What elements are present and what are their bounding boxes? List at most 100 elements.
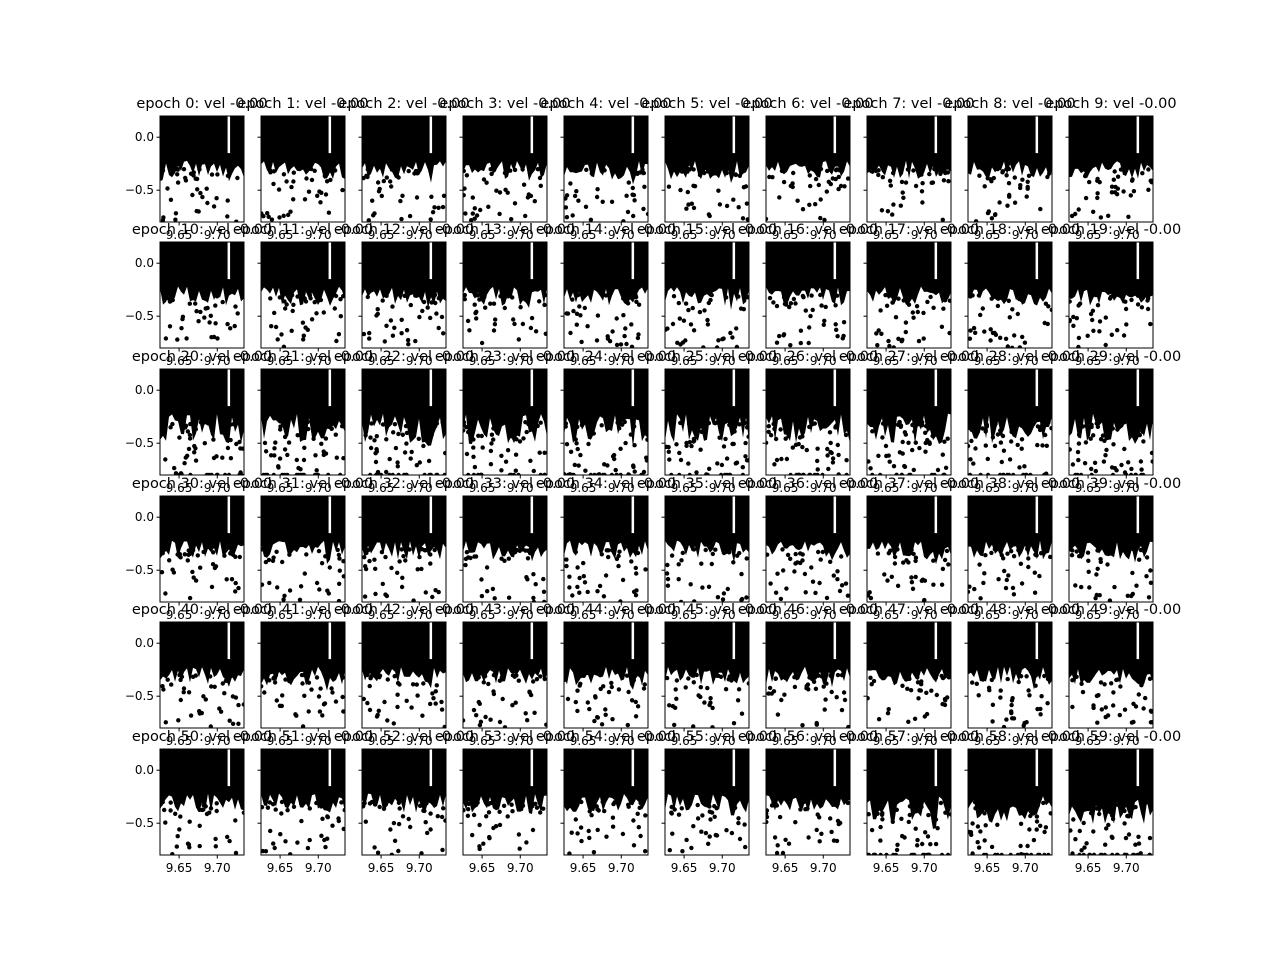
scatter-point [767, 174, 772, 180]
dense-point-band [766, 622, 850, 688]
dense-point-band [867, 242, 951, 305]
scatter-point [695, 802, 700, 808]
scatter-point [275, 585, 280, 590]
scatter-point [463, 562, 468, 568]
y-tick-label: −0.5 [125, 563, 154, 577]
scatter-point [1135, 293, 1141, 298]
scatter-point [173, 217, 178, 222]
scatter-point [234, 441, 239, 447]
axes-frame [664, 621, 750, 729]
scatter-point [706, 420, 712, 426]
scatter-point [188, 472, 193, 475]
x-tick-label: 9.70 [1012, 228, 1039, 242]
scatter-point [472, 464, 478, 470]
scatter-point [812, 421, 817, 426]
scatter-point [837, 168, 842, 173]
scatter-point [228, 456, 234, 461]
scatter-point [268, 296, 273, 301]
scatter-point [1045, 701, 1050, 706]
x-tick-label: 9.65 [267, 481, 294, 495]
scatter-point [942, 702, 948, 708]
scatter-point [876, 172, 881, 178]
scatter-point [395, 570, 400, 575]
scatter-point [595, 313, 601, 318]
scatter-point [781, 332, 787, 337]
scatter-point [691, 724, 696, 728]
scatter-points [766, 369, 850, 475]
x-tick-label: 9.65 [469, 861, 496, 875]
scatter-point [924, 424, 929, 429]
scatter-point [921, 336, 926, 341]
scatter-point [891, 345, 896, 348]
scatter-point [1001, 472, 1006, 475]
scatter-points [160, 242, 244, 342]
scatter-point [774, 850, 780, 855]
scatter-point [314, 311, 319, 316]
scatter-point [1109, 184, 1115, 189]
scatter-point [1048, 554, 1052, 560]
scatter-point [824, 547, 829, 552]
scatter-point [175, 172, 180, 177]
axes-frame [159, 241, 245, 349]
scatter-point [887, 343, 892, 348]
scatter-point [390, 472, 395, 475]
axes-frame [462, 241, 548, 349]
scatter-point [1127, 422, 1133, 427]
scatter-point [924, 690, 929, 695]
x-tick-label: 9.65 [1075, 734, 1102, 748]
scatter-point [835, 334, 840, 339]
scatter-point [271, 181, 276, 187]
scatter-point [824, 189, 829, 194]
panel-title: epoch 11: vel -0.00 [233, 222, 373, 238]
scatter-point [680, 340, 686, 345]
scatter-point [676, 562, 681, 567]
scatter-point [175, 166, 180, 172]
scatter-points [564, 116, 648, 222]
scatter-point [736, 294, 741, 299]
scatter-point [968, 443, 971, 449]
scatter-point [524, 429, 529, 435]
scatter-point [287, 588, 293, 593]
scatter-point [677, 316, 682, 321]
scatter-point [1143, 695, 1148, 701]
x-tick-label: 9.70 [204, 481, 231, 495]
scatter-point [439, 699, 444, 705]
scatter-point [743, 420, 748, 426]
scatter-point [471, 445, 476, 450]
scatter-point [773, 590, 779, 595]
scatter-point [363, 433, 368, 438]
scatter-point [284, 419, 290, 425]
scatter-point [889, 574, 894, 579]
scatter-point [1081, 852, 1086, 855]
scatter-point [175, 337, 180, 342]
scatter-point [694, 421, 699, 426]
scatter-point [702, 700, 707, 705]
gap-column [328, 242, 332, 280]
dense-point-band [160, 496, 244, 559]
scatter-point [369, 421, 374, 426]
scatter-point [676, 812, 682, 817]
scatter-point [200, 807, 205, 813]
scatter-point [800, 472, 806, 475]
scatter-point [610, 717, 615, 722]
scatter-point [574, 189, 579, 194]
scatter-point [585, 324, 590, 329]
gap-column [631, 496, 635, 534]
scatter-point [709, 561, 714, 567]
scatter-point [194, 309, 199, 314]
scatter-point [182, 461, 187, 466]
scatter-point [236, 721, 241, 726]
scatter-point [976, 293, 982, 298]
scatter-point [819, 831, 824, 836]
scatter-point [878, 472, 883, 475]
scatter-point [314, 800, 319, 806]
scatter-point [845, 176, 850, 181]
scatter-point [667, 703, 672, 708]
scatter-point [694, 672, 699, 678]
scatter-point [376, 189, 382, 194]
panel-title: epoch 59: vel -0.00 [1041, 729, 1181, 745]
scatter-point [691, 167, 696, 172]
scatter-point [807, 325, 812, 330]
panel-title: epoch 51: vel -0.00 [233, 729, 373, 745]
scatter-point [813, 202, 818, 207]
